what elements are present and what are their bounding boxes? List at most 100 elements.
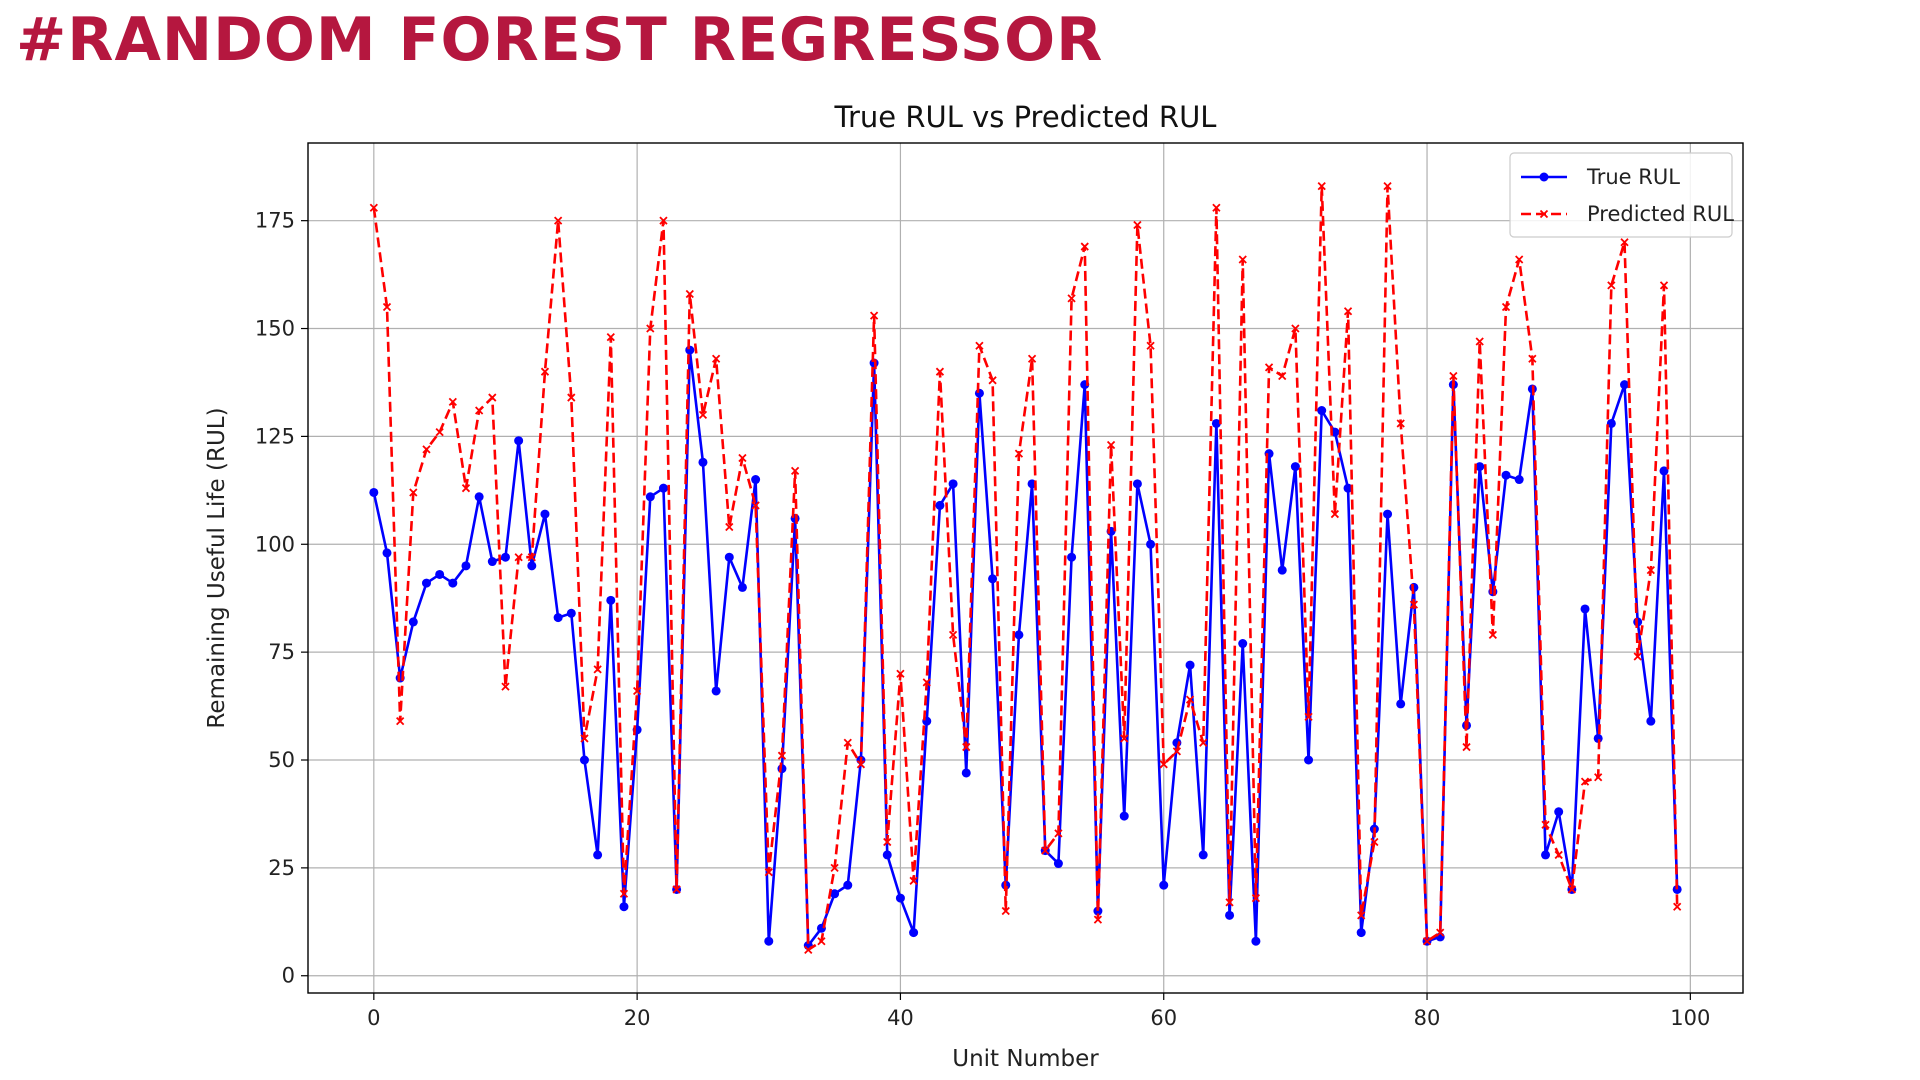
predicted-rul-point [962, 742, 971, 752]
predicted-rul-point [1646, 566, 1655, 575]
predicted-rul-point [1054, 829, 1063, 838]
legend: True RUL Predicted RUL [1509, 152, 1734, 238]
predicted-rul-point [1238, 255, 1247, 264]
predicted-rul-point [1633, 652, 1642, 661]
legend-label-predicted-rul: Predicted RUL [1587, 202, 1734, 226]
true-rul-point [724, 552, 734, 562]
true-rul-point [1317, 406, 1327, 416]
y-tick-label: 175 [255, 209, 295, 233]
predicted-rul-point [1488, 630, 1497, 640]
true-rul-point [1659, 466, 1669, 476]
true-rul-point [830, 889, 840, 899]
true-rul-point [514, 436, 524, 446]
x-tick-label: 80 [1414, 1006, 1441, 1030]
true-rul-point [909, 928, 919, 938]
predicted-rul-point [922, 678, 931, 687]
true-rul-point [500, 552, 510, 562]
predicted-rul-point [935, 367, 945, 376]
predicted-rul-point [1501, 302, 1511, 312]
predicted-rul-point [1172, 747, 1182, 756]
predicted-rul-point [1106, 440, 1116, 450]
true-rul-point [1277, 565, 1287, 575]
predicted-rul-point [1673, 902, 1682, 911]
predicted-rul-point [619, 889, 629, 898]
true-rul-point [882, 850, 892, 860]
legend-label-true-rul: True RUL [1586, 165, 1680, 189]
predicted-rul-point [725, 522, 734, 532]
true-rul-point [1383, 509, 1393, 519]
grid [308, 143, 1743, 993]
true-rul-point [1185, 660, 1195, 670]
predicted-rul-point [909, 876, 918, 885]
predicted-rul-point [1541, 820, 1550, 829]
predicted-rul-point [1278, 371, 1287, 381]
predicted-rul-point [1594, 773, 1603, 782]
y-tick-label: 125 [255, 424, 295, 448]
predicted-rul-point [1001, 906, 1010, 916]
predicted-rul-point [672, 885, 681, 894]
predicted-rul-point [1396, 419, 1405, 428]
axis-ticks: 0 20 40 60 80 100 0 25 50 75 100 125 150 175 [255, 209, 1710, 1030]
true-rul-point [487, 557, 497, 567]
predicted-rul-point [369, 203, 378, 212]
true-rul-line [372, 348, 1679, 947]
y-tick-label: 75 [268, 640, 295, 664]
predicted-rul-point [817, 937, 826, 946]
true-rul-point [553, 613, 563, 623]
predicted-rul-point [1317, 182, 1326, 191]
predicted-rul-point [1014, 449, 1024, 458]
true-rul-point [1238, 639, 1248, 649]
true-rul-point [1093, 906, 1103, 916]
predicted-rul-point [461, 484, 471, 493]
true-rul-point [1132, 479, 1142, 489]
true-rul-point [448, 578, 458, 588]
true-rul-point [369, 487, 379, 497]
true-rul-point [1290, 462, 1300, 472]
x-tick-label: 40 [887, 1006, 914, 1030]
predicted-rul-point [1580, 777, 1590, 786]
true-rul-point [988, 574, 998, 584]
predicted-rul-point [1409, 600, 1419, 609]
true-rul-point [1606, 418, 1616, 428]
predicted-rul-point [1462, 742, 1471, 752]
true-rul-point [1541, 850, 1551, 860]
chart-title: True RUL vs Predicted RUL [834, 100, 1217, 134]
true-rul-point [1672, 884, 1682, 894]
predicted-rul-point [1515, 255, 1524, 264]
y-tick-label: 50 [268, 748, 295, 772]
true-rul-point [645, 492, 655, 502]
true-rul-point [1146, 539, 1156, 549]
true-rul-point [1501, 470, 1511, 480]
true-rul-point [1225, 910, 1235, 920]
true-rul-point [1475, 462, 1485, 472]
predicted-rul-point [1146, 341, 1155, 350]
predicted-rul-point [409, 488, 418, 497]
predicted-rul-point [1067, 294, 1076, 303]
true-rul-point [751, 475, 761, 485]
true-rul-point [1514, 475, 1524, 485]
true-rul-point [540, 509, 550, 519]
predicted-rul-point [396, 717, 405, 726]
true-rul-point [1159, 880, 1169, 890]
predicted-rul-point [501, 682, 510, 691]
legend-box [1509, 152, 1733, 238]
predicted-rul-point [751, 501, 760, 510]
true-rul-point [711, 686, 721, 696]
predicted-rul-point [869, 311, 879, 320]
true-rul-point [474, 492, 484, 502]
true-rul-point [1251, 936, 1261, 946]
true-rul-point [1646, 716, 1656, 726]
predicted-rul-point [1475, 337, 1484, 346]
true-rul-point [421, 578, 431, 588]
slide-title: #RANDOM FOREST REGRESSOR [16, 5, 1104, 75]
true-rul-point [961, 768, 971, 778]
true-rul-point [1620, 380, 1630, 390]
predicted-rul-point [580, 734, 589, 743]
predicted-rul-point [1080, 242, 1089, 251]
predicted-rul-point [593, 665, 602, 674]
predicted-rul-point [804, 945, 813, 954]
predicted-rul-point [698, 410, 708, 419]
true-rul-point [1067, 552, 1077, 562]
predicted-rul-point [554, 216, 563, 225]
true-rul-point [1053, 859, 1063, 869]
